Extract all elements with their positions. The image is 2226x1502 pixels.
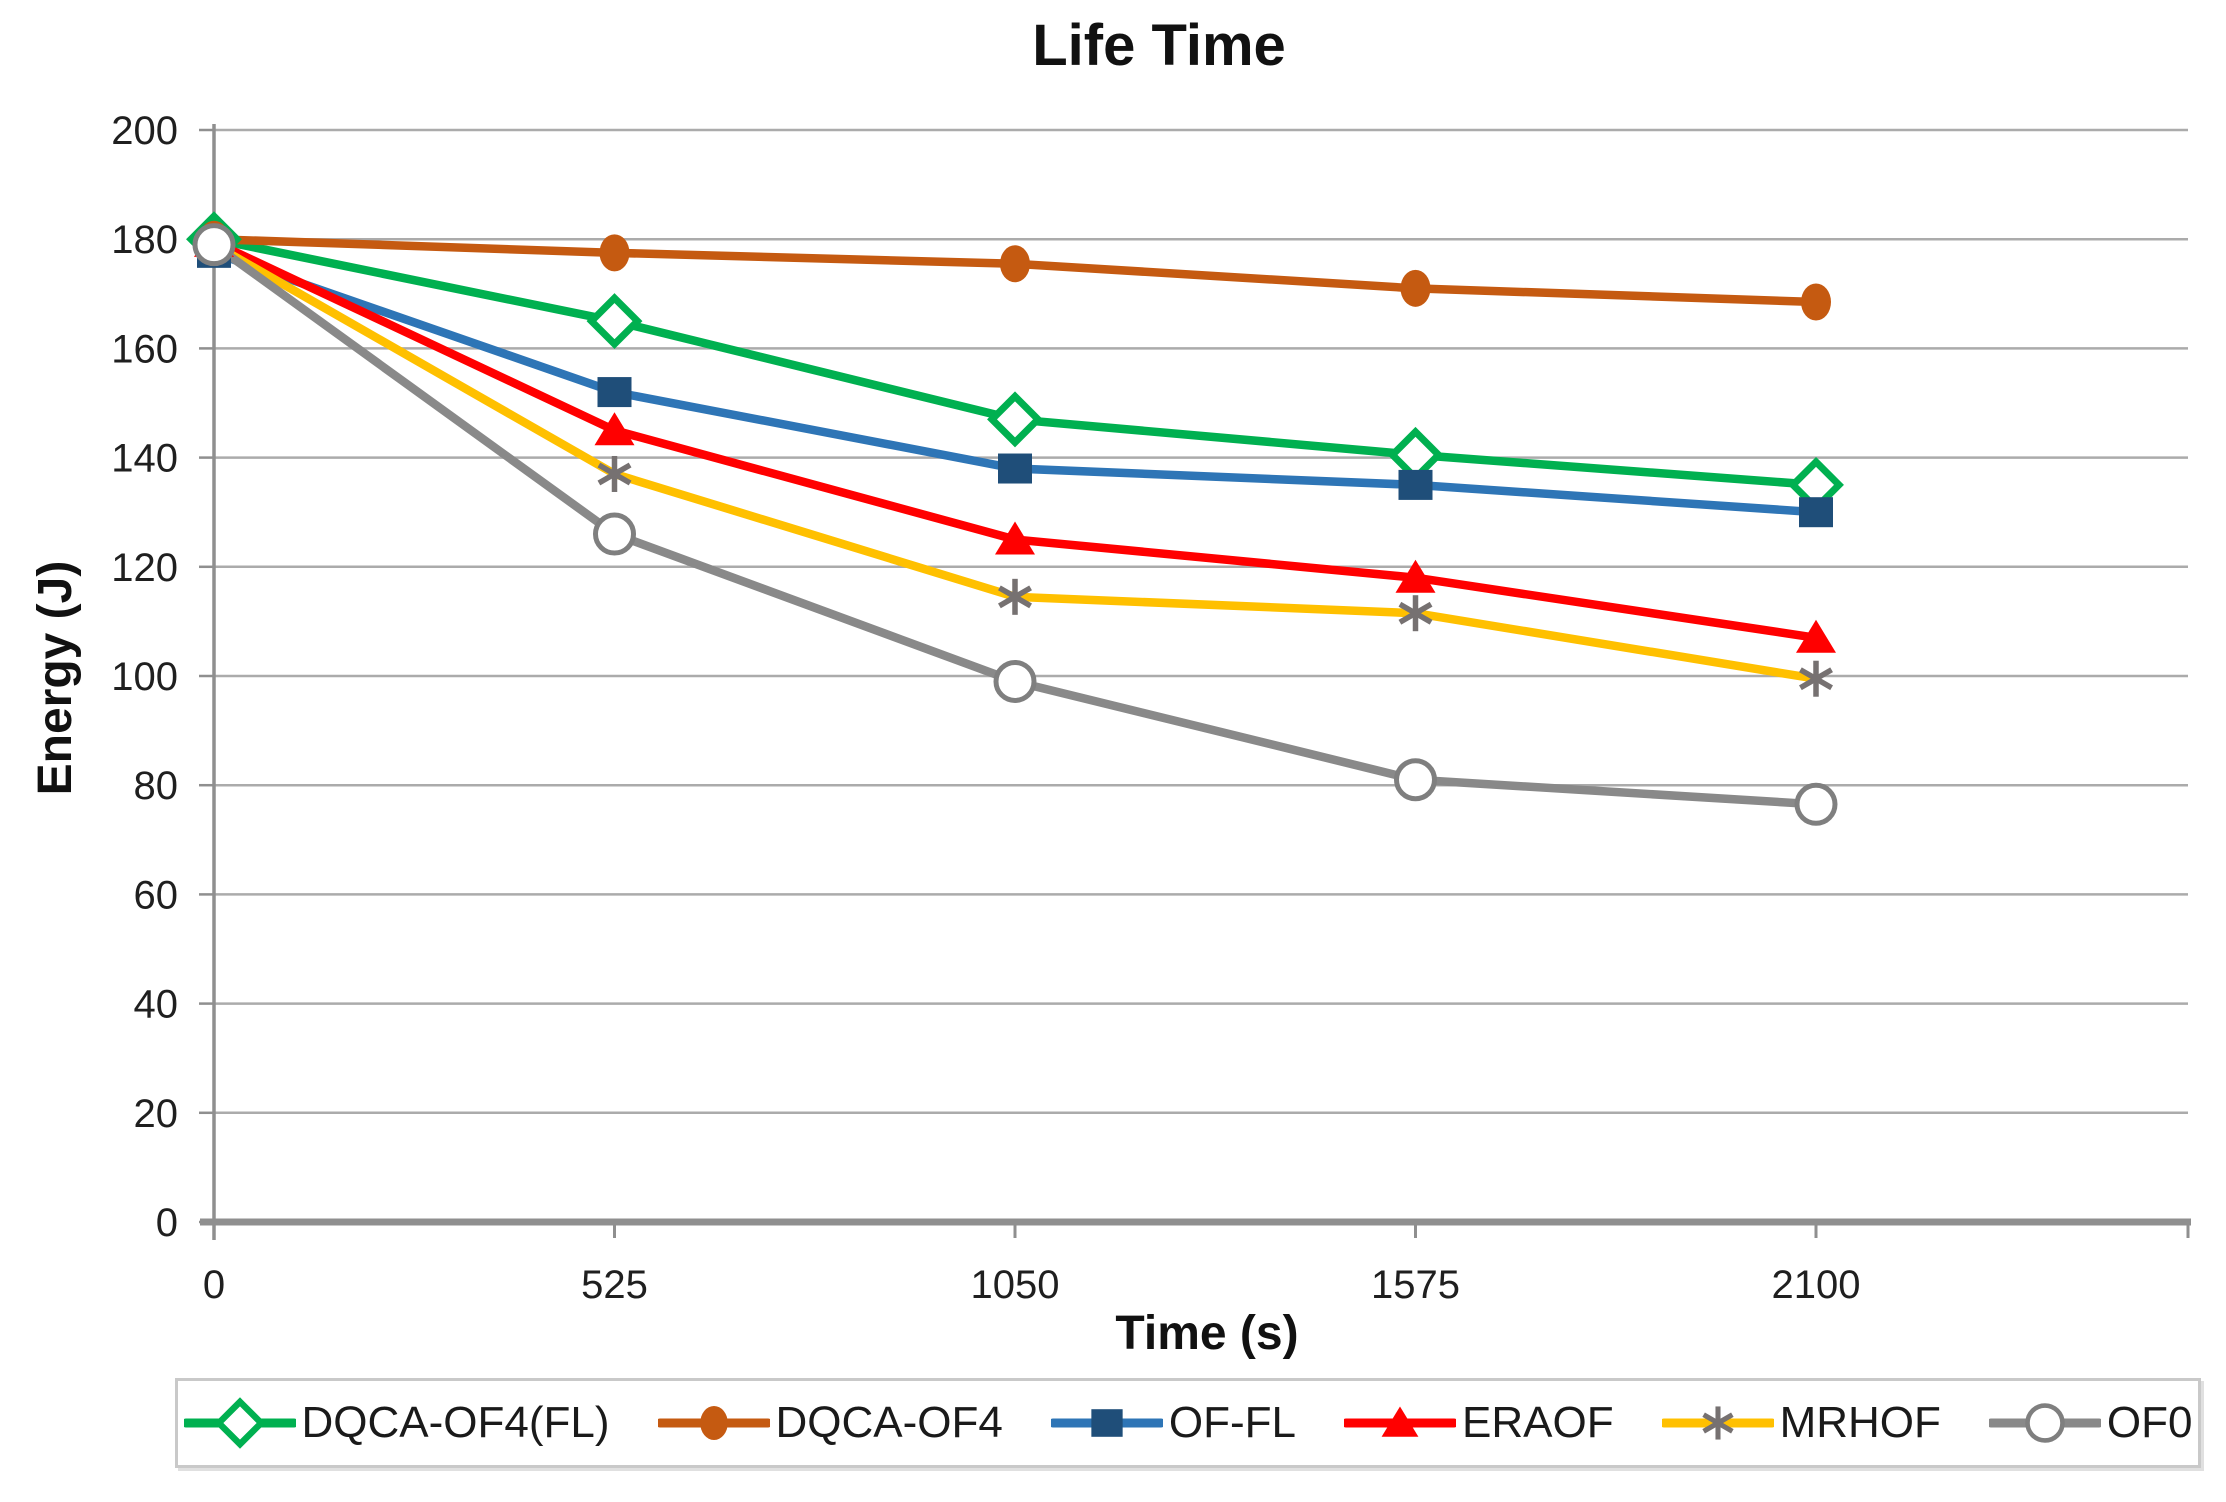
marker-MRHOF-525 (597, 455, 632, 492)
legend-diamond-open-swatch (183, 1397, 296, 1449)
chart-title: Life Time (1032, 13, 1286, 78)
marker-OF0-1050 (993, 659, 1037, 703)
marker-ERAOF-1575 (1395, 559, 1436, 593)
marker-MRHOF-1575 (1398, 595, 1433, 632)
legend-item-DQCA-OF4: DQCA-OF4 (657, 1397, 1003, 1449)
x-tick-label-1050: 1050 (971, 1263, 1060, 1307)
y-tick-label-0: 0 (156, 1201, 178, 1245)
marker-OF-FL-525 (597, 377, 632, 408)
y-tick-label-120: 120 (111, 546, 178, 590)
legend-asterisk-swatch (1661, 1406, 1774, 1440)
legend-label: OF0 (2106, 1398, 2193, 1447)
legend-label: MRHOF (1779, 1398, 1941, 1447)
y-tick-label-140: 140 (111, 437, 178, 481)
legend-marker-OF0 (2025, 1403, 2065, 1443)
y-tick-label-100: 100 (111, 655, 178, 699)
legend-square-filled-swatch (1050, 1409, 1163, 1437)
legend-item-OF-FL: OF-FL (1050, 1397, 1296, 1449)
legend-item-DQCA-OF4(FL): DQCA-OF4(FL) (183, 1397, 610, 1449)
marker-DQCA-OF4(FL)-525 (586, 293, 643, 350)
legend-label: DQCA-OF4(FL) (301, 1398, 610, 1447)
y-tick-label-160: 160 (111, 327, 178, 371)
marker-DQCA-OF4-2100 (1801, 283, 1831, 321)
marker-ERAOF-2100 (1796, 619, 1836, 653)
legend-item-OF0: OF0 (1988, 1397, 2193, 1449)
marker-OF-FL-1575 (1398, 469, 1433, 500)
marker-DQCA-OF4-525 (599, 234, 630, 272)
legend-triangle-filled-swatch (1344, 1406, 1456, 1437)
marker-ERAOF-1050 (995, 521, 1035, 555)
marker-OF-FL-2100 (1799, 497, 1833, 528)
x-tick-label-2100: 2100 (1772, 1263, 1861, 1307)
marker-OF-FL-1050 (998, 453, 1032, 484)
y-tick-label-60: 60 (134, 873, 179, 917)
legend-item-ERAOF: ERAOF (1344, 1397, 1614, 1449)
x-tick-label-1575: 1575 (1371, 1263, 1460, 1307)
marker-MRHOF-1050 (998, 578, 1032, 615)
marker-ERAOF-525 (594, 412, 635, 446)
x-axis-title: Time (s) (1115, 1307, 1299, 1360)
marker-DQCA-OF4(FL)-1050 (987, 391, 1043, 448)
y-tick-label-20: 20 (134, 1092, 179, 1136)
marker-OF0-525 (593, 512, 636, 556)
marker-DQCA-OF4-1050 (1000, 245, 1030, 283)
y-tick-label-180: 180 (111, 218, 178, 262)
legend-circle-filled-swatch (657, 1405, 770, 1441)
legend-item-MRHOF: MRHOF (1661, 1397, 1941, 1449)
legend-circle-open-swatch (1988, 1403, 2101, 1443)
y-tick-label-200: 200 (111, 109, 178, 153)
legend-marker-MRHOF (1701, 1406, 1734, 1440)
x-tick-label-0: 0 (203, 1263, 225, 1307)
legend-marker-OF-FL (1091, 1409, 1123, 1437)
marker-DQCA-OF4-1575 (1400, 269, 1431, 307)
legend-label: DQCA-OF4 (775, 1398, 1003, 1447)
y-tick-label-40: 40 (134, 983, 179, 1027)
legend-label: OF-FL (1168, 1398, 1296, 1447)
legend-marker-DQCA-OF4 (699, 1405, 728, 1441)
legend: DQCA-OF4(FL) DQCA-OF4 OF-FL ERAOF MRHOF OF0 (175, 1378, 2201, 1468)
y-tick-label-80: 80 (134, 764, 179, 808)
marker-OF0-1575 (1394, 758, 1437, 802)
marker-OF0-0 (192, 223, 236, 267)
marker-OF0-2100 (1794, 782, 1838, 826)
x-tick-label-525: 525 (581, 1263, 648, 1307)
marker-MRHOF-2100 (1799, 660, 1833, 697)
legend-label: ERAOF (1462, 1398, 1614, 1447)
legend-marker-DQCA-OF4(FL) (213, 1397, 266, 1449)
legend-marker-ERAOF (1381, 1406, 1419, 1437)
